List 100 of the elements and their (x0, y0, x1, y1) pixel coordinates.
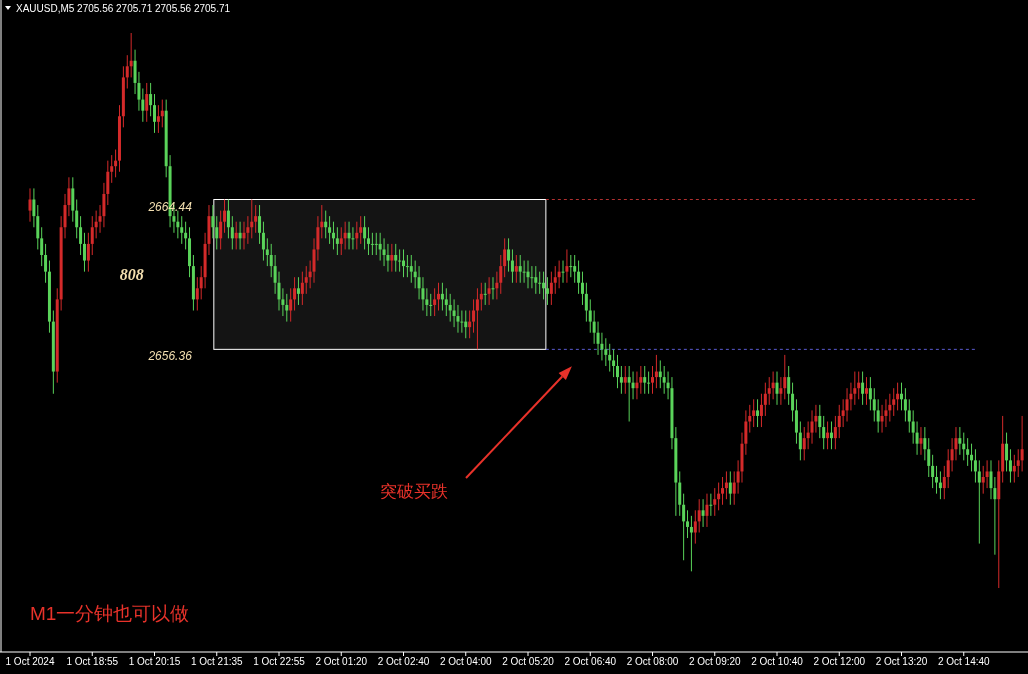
candlestick (647, 371, 651, 395)
candlestick (75, 199, 79, 239)
candlestick (573, 254, 577, 284)
candlestick (798, 421, 802, 461)
candlestick (580, 271, 584, 306)
candlestick (728, 470, 732, 506)
candlestick (363, 215, 367, 250)
candlestick (351, 226, 355, 250)
candlestick (662, 365, 666, 395)
candlestick (538, 271, 542, 295)
candlestick (693, 509, 697, 545)
candlestick (709, 493, 713, 517)
candlestick (503, 237, 507, 278)
candlestick (254, 204, 258, 234)
candlestick (577, 260, 581, 295)
x-tick-label: 2 Oct 05:20 (502, 656, 555, 667)
candlestick (935, 465, 939, 495)
candlestick (335, 226, 339, 256)
candlestick (701, 498, 705, 528)
x-tick-label: 2 Oct 09:20 (688, 656, 742, 667)
candlestick (977, 459, 981, 545)
candlestick (390, 243, 394, 273)
candlestick (861, 371, 865, 406)
candlestick (752, 398, 756, 428)
candlestick (623, 365, 627, 395)
candlestick (339, 226, 343, 256)
candlestick (394, 243, 398, 273)
candlestick (868, 376, 872, 411)
candlestick (518, 254, 522, 284)
candlestick (296, 276, 300, 306)
candlestick (763, 382, 767, 417)
x-tick-label: 1 Oct 22:55 (253, 656, 306, 667)
candlestick (565, 248, 569, 284)
candlestick (697, 498, 701, 533)
x-tick-label: 2 Oct 14:40 (937, 656, 991, 667)
candlestick (405, 254, 409, 278)
candlestick (472, 298, 476, 334)
candlestick (845, 387, 849, 422)
annotation: 突破买跌 (380, 482, 448, 501)
candlestick (246, 215, 250, 245)
candlestick (90, 215, 94, 256)
candlestick (942, 465, 946, 500)
candlestick (915, 421, 919, 456)
candlestick (612, 348, 616, 378)
x-tick-label: 2 Oct 06:40 (564, 656, 617, 667)
candlestick (682, 493, 686, 561)
candlestick (82, 232, 86, 273)
candlestick (958, 426, 962, 456)
candlestick (149, 82, 153, 117)
chart-title: XAUUSD,M5 2705.56 2705.71 2705.56 2705.71 (16, 3, 231, 14)
candlestick (304, 265, 308, 295)
candlestick (219, 210, 223, 250)
candlestick (985, 459, 989, 489)
candlestick (289, 287, 293, 323)
candlestick (483, 282, 487, 306)
candlestick (448, 293, 452, 323)
candlestick (265, 237, 269, 267)
candlestick (561, 260, 565, 284)
candlestick (639, 365, 643, 395)
candlestick (370, 232, 374, 256)
candlestick (398, 248, 402, 273)
candlestick (810, 409, 814, 445)
candlestick (1008, 448, 1012, 484)
candlestick (791, 382, 795, 422)
x-tick-label: 2 Oct 01:20 (315, 656, 368, 667)
candlestick (409, 254, 413, 284)
candlestick (44, 243, 48, 284)
candlestick (499, 254, 503, 295)
candlestick (619, 365, 623, 395)
candlestick (903, 387, 907, 422)
text: M1一分钟也可以做 (30, 603, 190, 624)
candlestick (615, 354, 619, 389)
candlestick (359, 215, 363, 245)
candlestick (293, 276, 297, 311)
x-tick-label: 1 Oct 21:35 (190, 656, 244, 667)
candlestick (211, 204, 215, 239)
candlestick (328, 215, 332, 245)
candlestick (794, 398, 798, 445)
candlestick (28, 187, 32, 223)
candlestick (892, 387, 896, 417)
candlestick (919, 426, 923, 456)
candlestick (686, 509, 690, 539)
candlestick (721, 476, 725, 506)
candlestick (433, 287, 437, 317)
candlestick (923, 426, 927, 461)
x-tick-label: 1 Oct 18:55 (66, 656, 119, 667)
annotation: 2656.36 (147, 349, 193, 364)
candlestick (864, 376, 868, 406)
candlestick (802, 426, 806, 461)
candlestick (534, 265, 538, 295)
candlestick (931, 454, 935, 489)
candlestick (71, 176, 75, 223)
candlestick (491, 276, 495, 300)
candlestick (258, 204, 262, 245)
x-tick-label: 1 Oct 20:15 (128, 656, 181, 667)
candlestick (713, 487, 717, 517)
candlestick (156, 104, 160, 134)
candlestick (907, 398, 911, 434)
candlestick (226, 199, 230, 239)
candlestick (756, 398, 760, 428)
